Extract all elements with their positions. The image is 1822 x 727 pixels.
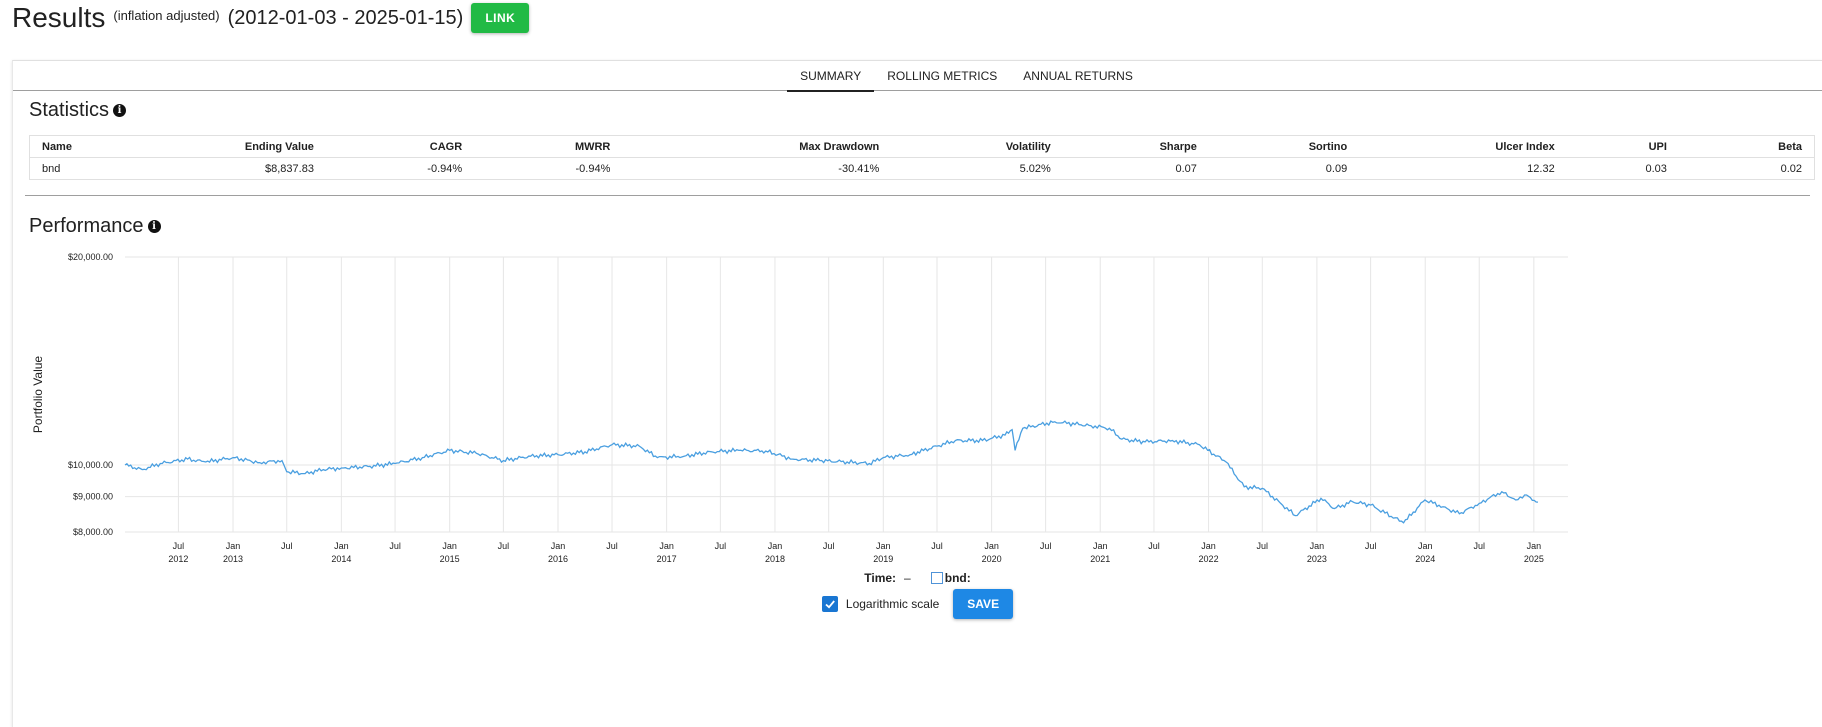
x-tick-year-label: 2021 [1090, 554, 1110, 564]
performance-title: Performance [29, 214, 144, 237]
x-tick-label: Jan [1201, 541, 1216, 551]
x-tick-label: Jul [281, 541, 293, 551]
col-header-volatility: Volatility [891, 135, 1063, 158]
x-tick-label: Jul [715, 541, 727, 551]
x-tick-year-label: 2018 [765, 554, 785, 564]
x-tick-year-label: 2019 [873, 554, 893, 564]
y-tick-label: $10,000.00 [68, 460, 113, 470]
x-tick-label: Jan [768, 541, 783, 551]
x-tick-year-label: 2022 [1199, 554, 1219, 564]
col-header-mwrr: MWRR [474, 135, 623, 158]
col-header-name: Name [29, 135, 178, 158]
x-tick-label: Jul [173, 541, 185, 551]
cell-cagr: -0.94% [427, 162, 463, 175]
table-header-row: Name Ending Value CAGR MWRR Max Drawdown… [29, 135, 1815, 158]
col-header-sortino: Sortino [1208, 135, 1360, 158]
x-tick-label: Jul [606, 541, 618, 551]
inflation-note: (inflation adjusted) [113, 7, 220, 23]
y-tick-label: $20,000.00 [68, 252, 113, 262]
statistics-table: Name Ending Value CAGR MWRR Max Drawdown… [29, 135, 1815, 180]
y-tick-label: $9,000.00 [73, 492, 113, 502]
section-divider [25, 195, 1810, 196]
x-tick-label: Jul [931, 541, 943, 551]
col-header-ulcer-index: Ulcer Index [1359, 135, 1567, 158]
x-tick-label: Jul [1257, 541, 1269, 551]
x-tick-label: Jul [1365, 541, 1377, 551]
x-tick-label: Jan [442, 541, 457, 551]
x-tick-year-label: 2012 [168, 554, 188, 564]
tab-summary[interactable]: SUMMARY [787, 61, 875, 92]
cell-mwrr: -0.94% [575, 162, 611, 175]
x-tick-label: Jan [551, 541, 566, 551]
chart-controls: Logarithmic scale SAVE [13, 589, 1822, 619]
cell-ending-value: $8,837.83 [265, 162, 314, 175]
cell-ulcer-index: 12.32 [1527, 162, 1555, 175]
x-tick-year-label: 2016 [548, 554, 568, 564]
x-tick-label: Jul [389, 541, 401, 551]
statistics-title: Statistics [29, 98, 110, 121]
statistics-section: Statistics i [29, 97, 127, 123]
series-line-bnd [124, 420, 1539, 524]
performance-section: Performance i [29, 213, 161, 239]
col-header-beta: Beta [1678, 135, 1815, 158]
x-tick-year-label: 2017 [657, 554, 677, 564]
cell-name: bnd [42, 162, 61, 175]
x-tick-year-label: 2025 [1524, 554, 1544, 564]
col-header-upi: UPI [1566, 135, 1679, 158]
x-tick-label: Jan [984, 541, 999, 551]
x-tick-year-label: 2014 [331, 554, 351, 564]
checkmark-icon [825, 600, 835, 609]
col-header-cagr: CAGR [325, 135, 475, 158]
page-title: Results [12, 2, 106, 33]
x-tick-year-label: 2015 [440, 554, 460, 564]
x-tick-label: Jan [659, 541, 674, 551]
link-button[interactable]: LINK [471, 3, 530, 33]
y-axis-label: Portfolio Value [31, 356, 45, 433]
info-icon[interactable]: i [113, 103, 127, 117]
x-tick-label: Jul [1148, 541, 1160, 551]
col-header-ending-value: Ending Value [177, 135, 326, 158]
time-label: Time: [864, 571, 897, 585]
cell-volatility: 5.02% [1019, 162, 1051, 175]
x-tick-label: Jul [1473, 541, 1485, 551]
results-card: SUMMARY ROLLING METRICS ANNUAL RETURNS S… [12, 60, 1822, 727]
x-tick-label: Jan [876, 541, 891, 551]
performance-chart[interactable]: Jul 2012 Jan 2013 Jul Jan 2014 Jul Jan 2015 Jul Jan… [13, 61, 1821, 601]
col-header-max-drawdown: Max Drawdown [622, 135, 892, 158]
legend-checkbox[interactable] [930, 572, 943, 584]
info-icon[interactable]: i [147, 219, 161, 233]
date-range: (2012-01-03 - 2025-01-15) [227, 6, 464, 29]
tab-rolling-metrics[interactable]: ROLLING METRICS [887, 69, 998, 83]
table-row: bnd $8,837.83 -0.94% -0.94% -30.41% 5.02… [30, 158, 1815, 180]
x-tick-year-label: 2013 [223, 554, 243, 564]
x-tick-label: Jul [498, 541, 510, 551]
y-tick-label: $8,000.00 [73, 527, 113, 537]
log-scale-label: Logarithmic scale [845, 597, 940, 611]
x-tick-label: Jan [1093, 541, 1108, 551]
log-scale-checkbox[interactable] [821, 596, 838, 612]
time-value: – [904, 571, 911, 585]
tab-annual-returns[interactable]: ANNUAL RETURNS [1023, 69, 1133, 83]
x-tick-label: Jul [823, 541, 835, 551]
tab-bar: SUMMARY ROLLING METRICS ANNUAL RETURNS [13, 61, 1822, 92]
results-header: Results (inflation adjusted) (2012-01-03… [12, 0, 530, 36]
x-tick-label: Jul [1040, 541, 1052, 551]
x-tick-year-label: 2020 [982, 554, 1002, 564]
cell-sharpe: 0.07 [1175, 162, 1197, 175]
x-tick-year-label: 2024 [1415, 554, 1435, 564]
cell-beta: 0.02 [1780, 162, 1802, 175]
legend-series-label: bnd: [944, 571, 971, 585]
x-tick-label: Jan [334, 541, 349, 551]
x-tick-label: Jan [1418, 541, 1433, 551]
x-tick-label: Jan [1310, 541, 1325, 551]
cell-max-drawdown: -30.41% [838, 162, 880, 175]
x-tick-label: Jan [226, 541, 241, 551]
chart-legend: Time: – bnd: [13, 571, 1822, 585]
save-button[interactable]: SAVE [953, 589, 1014, 619]
cell-sortino: 0.09 [1325, 162, 1348, 175]
col-header-sharpe: Sharpe [1062, 135, 1209, 158]
x-tick-label: Jan [1527, 541, 1542, 551]
x-tick-year-label: 2023 [1307, 554, 1327, 564]
cell-upi: 0.03 [1645, 162, 1667, 175]
